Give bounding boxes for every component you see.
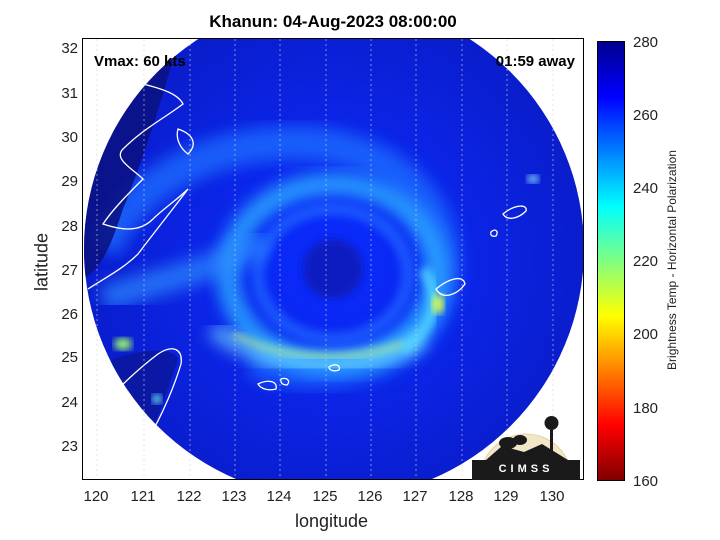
y-tick-label: 25 [61, 349, 78, 366]
x-tick-label: 129 [493, 488, 519, 505]
x-tick-label: 127 [402, 488, 428, 505]
vmax-label: Vmax: 60 kts [94, 53, 186, 70]
coastlines [83, 48, 569, 479]
x-tick-label: 124 [266, 488, 292, 505]
map-plot-area: Vmax: 60 kts 01:59 away [82, 38, 584, 480]
y-tick-label: 28 [61, 218, 78, 235]
y-tick-label: 30 [61, 129, 78, 146]
y-tick-label: 24 [61, 394, 78, 411]
colorbar-tick-label: 280 [633, 34, 659, 51]
y-tick-label: 31 [61, 85, 78, 102]
time-away-label: 01:59 away [495, 53, 575, 70]
y-tick-label: 29 [61, 173, 78, 190]
colorbar-label: Brightness Temp - Horizontal Polarizatio… [665, 150, 679, 370]
logo-text: CIMSS [498, 463, 554, 475]
colorbar-tick-label: 240 [633, 180, 659, 197]
y-tick-label: 27 [61, 262, 78, 279]
x-tick-label: 122 [176, 488, 202, 505]
y-tick-label: 32 [61, 40, 78, 57]
y-axis-label: latitude [31, 232, 52, 292]
colorbar-tick-label: 160 [633, 473, 659, 490]
x-tick-label: 130 [539, 488, 565, 505]
colorbar-tick-label: 200 [633, 326, 659, 343]
colorbar-tick-label: 260 [633, 107, 659, 124]
x-tick-label: 128 [448, 488, 474, 505]
x-tick-label: 121 [130, 488, 156, 505]
x-tick-label: 125 [312, 488, 338, 505]
colorbar-tick-label: 220 [633, 253, 659, 270]
satellite-swath [83, 39, 583, 479]
y-tick-label: 26 [61, 306, 78, 323]
x-tick-label: 120 [83, 488, 109, 505]
x-tick-label: 123 [221, 488, 247, 505]
colorbar-tick-label: 180 [633, 400, 659, 417]
x-axis-label: longitude [295, 511, 369, 531]
cimss-logo [472, 416, 580, 480]
map-title: Khanun: 04-Aug-2023 08:00:00 [209, 12, 457, 31]
x-tick-label: 126 [357, 488, 383, 505]
y-tick-label: 23 [61, 438, 78, 455]
colorbar [597, 41, 625, 481]
gridlines [96, 39, 554, 479]
